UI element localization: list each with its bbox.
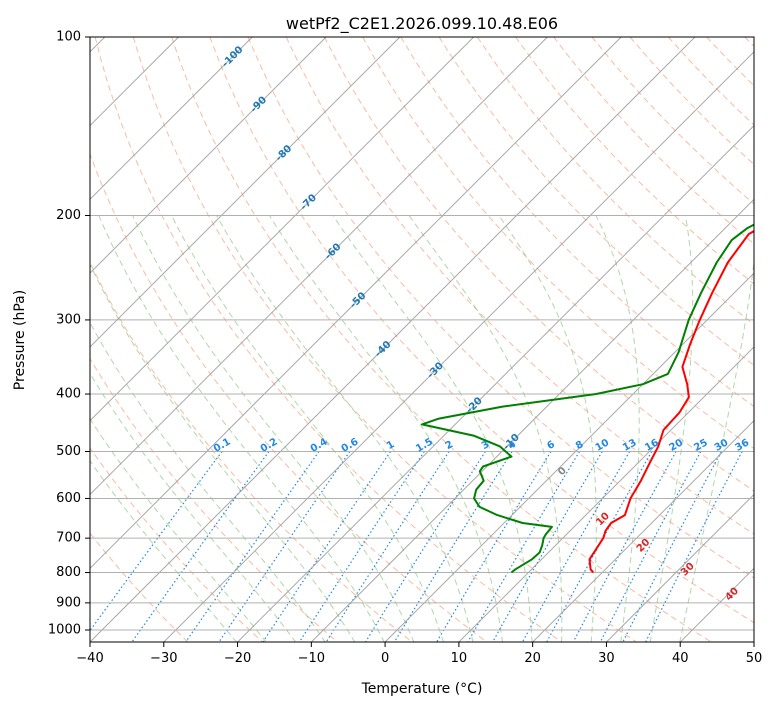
y-tick-label: 1000 [48,623,81,638]
mixing-ratio-line [298,451,425,642]
moist-adiabat-line [132,215,415,642]
mixing-ratio-label: 6 [545,439,557,452]
moist-adiabat-line [90,263,356,642]
dry-adiabat-line [476,37,754,325]
moist-adiabat-line [171,215,444,642]
isotherm-line [90,37,401,348]
x-tick-label: 30 [598,651,615,666]
dry-adiabat-line [90,447,264,642]
y-tick-label: 400 [56,387,81,402]
y-tick-label: 200 [56,208,81,223]
isotherm-line [90,37,696,642]
mixing-ratio-label: 8 [574,439,586,452]
chart-title: wetPf2_C2E1.2026.099.10.48.E06 [286,14,558,34]
moist-adiabat-line [216,215,474,642]
sounding-profiles [421,223,754,574]
moist-adiabat-line [90,372,297,642]
y-tick-label: 300 [56,312,81,327]
y-tick-label: 100 [56,30,81,45]
mixing-ratio-line [572,451,677,642]
dry-adiabat-line [171,37,713,642]
isotherm-line [90,37,253,201]
dry-adiabat-line [90,152,488,642]
dry-adiabat-line [132,37,638,642]
isotherm-line [236,124,754,642]
moist-adiabat-line [98,215,385,642]
plot-frame [89,36,755,643]
mixing-ratio-label: 3 [480,439,492,452]
x-tick-label: 40 [672,651,689,666]
mixing-ratio-line [546,451,653,642]
mixing-ratio-line [622,451,722,642]
isotherm-line [90,37,622,569]
mixing-ratio-line [645,451,743,642]
y-tick-label: 600 [56,491,81,506]
moist-adiabat-line [90,418,267,642]
isotherm-line [384,272,754,642]
dry-adiabat-line [438,37,754,366]
plot-background [90,37,754,642]
mixing-ratio-label: 4 [506,439,518,452]
mixing-ratio-line [185,451,320,642]
x-tick-label: 10 [451,651,468,666]
mixing-ratio-label: 1 [385,439,397,452]
mixing-ratio-line [90,451,223,632]
moist-adiabat-line [595,215,640,642]
x-axis-title: Temperature (°C) [361,681,483,697]
moist-adiabat-line [332,215,533,642]
x-tick-label: 50 [746,651,763,666]
isotherm-line [90,37,548,496]
y-axis: 100 200 300 400 500 600 700 800 900 1000 [48,30,90,638]
background-lines [90,37,754,642]
moist-adiabat-line [649,215,694,642]
mixing-ratio-line [491,451,603,642]
dry-adiabat-line [90,357,339,642]
x-tick-label: −20 [224,651,251,666]
x-tick-label: 0 [381,651,389,666]
pressure-gridlines [90,37,754,631]
moist-adiabat-line [90,321,326,642]
y-tick-label: 900 [56,595,81,610]
isotherm-line [90,37,327,274]
x-tick-label: −30 [150,651,177,666]
dry-adiabat-line [515,37,754,285]
y-axis-title: Pressure (hPa) [12,290,28,390]
x-axis: −40 −30 −20 −10 0 10 20 30 40 50 [76,642,762,666]
moist-adiabat-line [90,460,238,642]
mixing-ratio-line [599,451,702,642]
y-tick-label: 800 [56,565,81,580]
moist-adiabat-line [679,257,754,642]
dewpoint-profile-line [421,223,754,574]
dry-adiabat-line [323,37,754,492]
isotherm-line [531,419,754,642]
x-tick-label: −10 [298,651,325,666]
mixing-ratio-label: 2 [444,439,456,452]
y-tick-label: 700 [56,531,81,546]
mixing-ratio-line [521,451,631,642]
moist-adiabat-line [498,215,597,642]
dry-adiabat-line [247,37,754,579]
mixing-ratio-line [218,451,351,642]
isotherm-line [458,346,754,642]
y-tick-label: 500 [56,444,81,459]
moist-adiabat-line [408,215,563,642]
x-tick-label: 20 [524,651,541,666]
dry-adiabat-line [209,37,754,624]
isotherm-line [310,198,754,642]
moist-adiabat-line [269,215,504,642]
dry-adiabat-line [94,37,563,642]
mixing-ratio-line [262,451,391,642]
x-tick-label: −40 [76,651,103,666]
isotherm-line [90,37,475,422]
isotherm-line [163,51,754,642]
isotherm-line [605,493,754,642]
temperature-profile-line [588,229,754,574]
